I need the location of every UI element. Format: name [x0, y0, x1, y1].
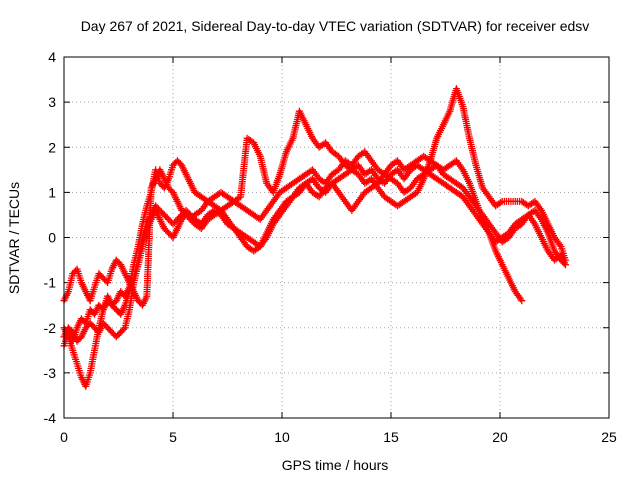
y-tick-label: -2: [44, 320, 57, 336]
x-axis-label: GPS time / hours: [282, 457, 389, 473]
x-tick-label: 20: [492, 429, 508, 445]
y-tick-label: -3: [44, 365, 57, 381]
data-point-day-1: [518, 297, 526, 305]
x-tick-label: 5: [169, 429, 177, 445]
data-marks: [60, 85, 569, 390]
y-tick-label: 1: [48, 184, 56, 200]
y-tick-label: 4: [48, 49, 56, 65]
y-axis-label: SDTVAR / TECUs: [6, 182, 22, 294]
y-tick-label: 3: [48, 94, 56, 110]
y-tick-label: 0: [48, 230, 56, 246]
data-point-day-4: [102, 322, 110, 330]
x-tick-label: 10: [274, 429, 290, 445]
axis-ticks: 0 5 10 15 20 25 -4 -3 -2 -1 0 1 2 3 4: [44, 49, 617, 445]
x-tick-label: 25: [601, 429, 617, 445]
x-tick-label: 15: [383, 429, 399, 445]
y-tick-label: 2: [48, 139, 56, 155]
x-tick-label: 0: [60, 429, 68, 445]
data-point-day-4: [120, 325, 128, 333]
y-tick-label: -4: [44, 410, 57, 426]
data-point-day-4: [561, 261, 569, 269]
chart-title: Day 267 of 2021, Sidereal Day-to-day VTE…: [81, 18, 590, 34]
y-tick-label: -1: [44, 275, 57, 291]
plot-frame: [63, 56, 610, 419]
